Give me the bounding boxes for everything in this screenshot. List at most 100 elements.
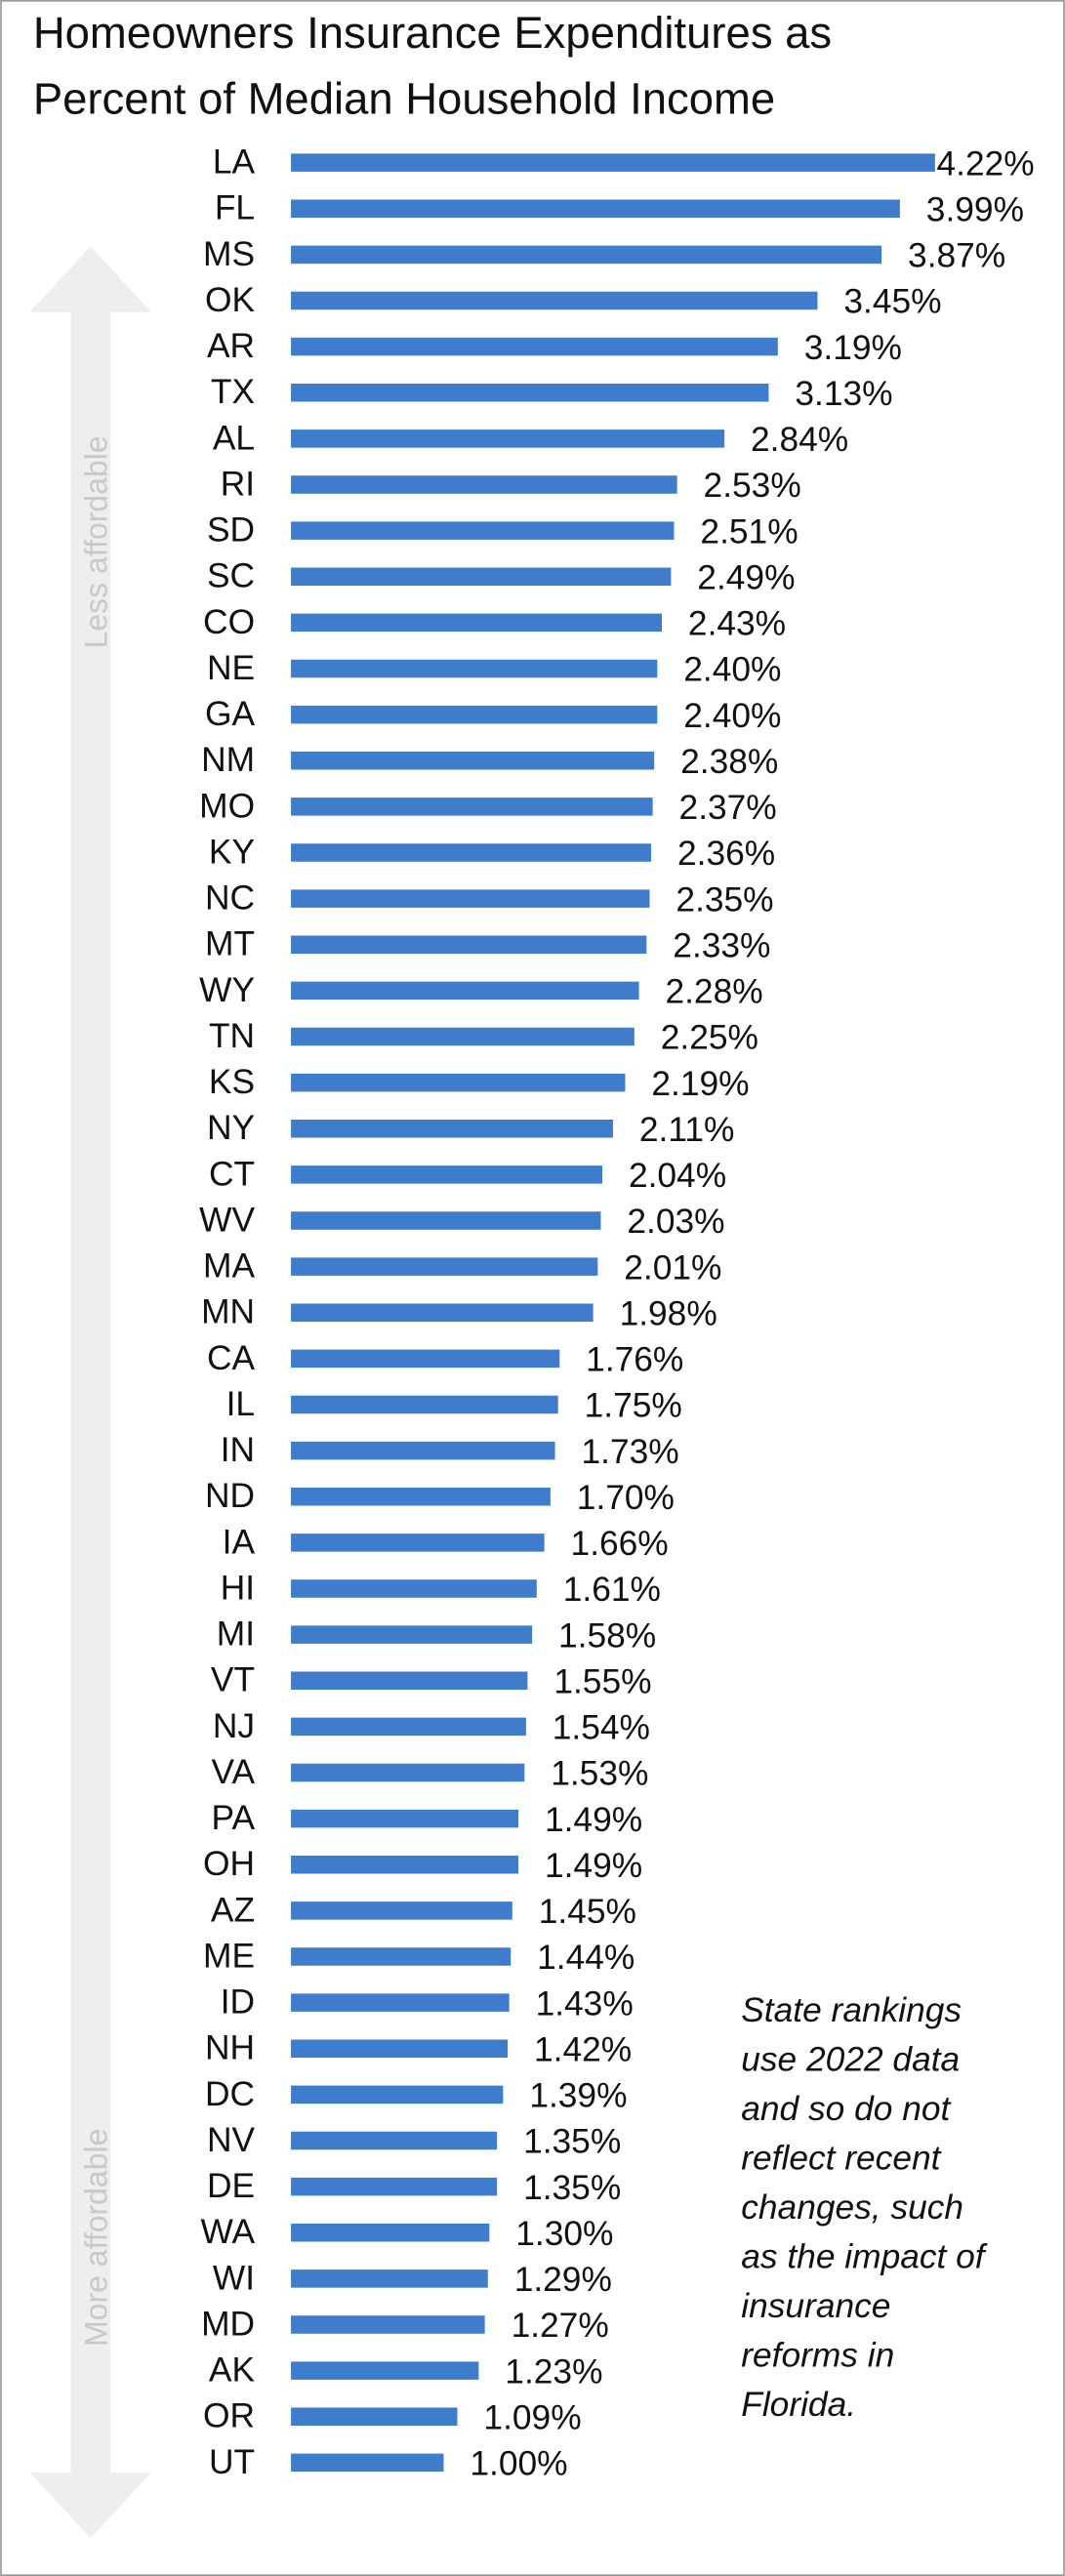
bar	[291, 889, 650, 908]
bar	[291, 1671, 528, 1691]
data-label: 1.35%	[523, 2123, 621, 2161]
y-tick-label: OH	[203, 1845, 255, 1883]
data-label: 2.51%	[700, 512, 798, 551]
y-tick-label: NH	[205, 2029, 255, 2067]
data-label: 3.19%	[804, 329, 902, 367]
bar	[291, 337, 778, 356]
y-tick-label: NJ	[213, 1707, 255, 1745]
y-tick-label: WY	[199, 971, 255, 1009]
note: reforms in	[741, 2336, 894, 2374]
data-label: 3.45%	[843, 283, 941, 321]
data-label: 2.40%	[683, 697, 781, 735]
y-tick-label: WV	[199, 1202, 255, 1240]
y-tick-label: OK	[205, 281, 255, 319]
bar	[291, 2407, 458, 2427]
note: changes, such	[741, 2188, 963, 2227]
bar	[291, 1809, 519, 1828]
data-label: 1.27%	[512, 2307, 609, 2345]
bar	[291, 843, 652, 862]
y-tick-label: VA	[212, 1753, 256, 1791]
bar	[291, 1763, 525, 1782]
data-label: 1.29%	[514, 2261, 612, 2299]
bar	[291, 1993, 510, 2012]
y-tick-label: CT	[209, 1155, 255, 1193]
y-tick-label: IA	[223, 1523, 256, 1561]
bar	[291, 2269, 488, 2288]
bar	[291, 153, 935, 172]
y-tick-label: NM	[201, 741, 255, 779]
arrow-label: Less affordable	[79, 435, 114, 648]
bar	[291, 705, 658, 724]
data-label: 2.25%	[661, 1019, 758, 1057]
note: insurance	[741, 2287, 890, 2325]
data-label: 1.42%	[534, 2030, 632, 2068]
y-tick-label: ME	[203, 1938, 255, 1976]
y-tick-label: MA	[203, 1247, 255, 1286]
bar	[291, 1257, 598, 1276]
data-label: 2.38%	[680, 743, 778, 781]
y-tick-label: MT	[205, 925, 255, 963]
y-tick-label: SD	[207, 511, 255, 550]
y-tick-label: WI	[213, 2259, 255, 2297]
bar	[291, 1395, 558, 1414]
data-label: 1.70%	[577, 1479, 675, 1517]
data-label: 2.43%	[688, 605, 786, 643]
data-label: 2.36%	[677, 835, 775, 873]
y-tick-label: AR	[207, 327, 255, 365]
note: and so do not	[741, 2090, 952, 2128]
data-label: 4.22%	[937, 144, 1035, 183]
bar	[291, 2085, 504, 2105]
y-tick-label: AK	[209, 2351, 256, 2390]
bar	[291, 291, 818, 310]
chart-title: Percent of Median Household Income	[33, 73, 775, 123]
y-tick-label: DC	[205, 2075, 255, 2113]
y-tick-label: CO	[203, 603, 255, 641]
y-tick-label: DE	[207, 2167, 255, 2205]
data-label: 1.61%	[563, 1571, 661, 1609]
y-tick-label: TN	[209, 1017, 255, 1055]
bar	[291, 1119, 613, 1138]
bar	[291, 1901, 512, 1920]
y-tick-label: AZ	[211, 1891, 255, 1929]
data-label: 1.76%	[586, 1341, 683, 1379]
data-label: 2.28%	[665, 973, 762, 1011]
y-tick-label: IN	[221, 1431, 255, 1469]
bar	[291, 2131, 498, 2150]
bar	[291, 1717, 526, 1737]
y-tick-label: MO	[199, 787, 255, 825]
data-label: 2.53%	[704, 467, 801, 505]
data-label: 1.30%	[515, 2215, 613, 2253]
bar	[291, 1855, 519, 1874]
data-label: 3.87%	[908, 237, 1005, 275]
bar	[291, 383, 769, 402]
y-tick-label: CA	[207, 1339, 256, 1377]
bar	[291, 1211, 601, 1230]
bar	[291, 475, 677, 494]
data-label: 1.00%	[470, 2445, 567, 2483]
bar	[291, 613, 662, 633]
data-label: 1.66%	[571, 1525, 669, 1563]
data-label: 1.43%	[536, 1984, 634, 2023]
y-tick-label: NC	[205, 879, 255, 918]
data-label: 2.04%	[629, 1157, 726, 1195]
bar	[291, 1073, 626, 1092]
data-label: 1.53%	[551, 1755, 648, 1793]
bar	[291, 1579, 537, 1598]
bar	[291, 1533, 545, 1552]
bar	[291, 2315, 485, 2334]
y-tick-label: OR	[203, 2397, 255, 2435]
y-tick-label: HI	[221, 1570, 255, 1608]
data-label: 2.49%	[697, 558, 795, 596]
y-tick-label: NE	[207, 649, 255, 687]
y-tick-label: MN	[201, 1293, 255, 1331]
y-tick-label: TX	[211, 373, 255, 411]
data-label: 1.45%	[539, 1893, 636, 1931]
arrow-label: More affordable	[79, 2129, 114, 2347]
data-label: 2.40%	[683, 651, 781, 689]
note: reflect recent	[741, 2140, 942, 2178]
bar	[291, 521, 675, 540]
bar	[291, 245, 882, 265]
bar	[291, 429, 725, 448]
bar	[291, 2453, 444, 2473]
